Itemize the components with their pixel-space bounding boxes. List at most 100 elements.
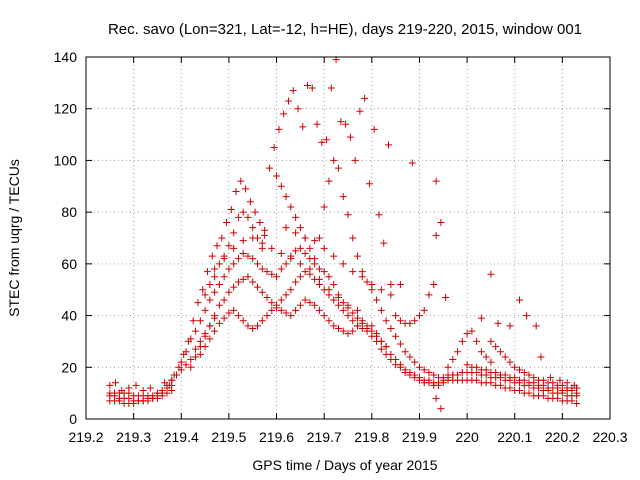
data-point [515, 387, 523, 395]
data-point [130, 399, 138, 407]
data-point [277, 296, 285, 304]
data-point [344, 301, 352, 309]
data-point [387, 356, 395, 364]
data-point [492, 368, 500, 376]
data-point [523, 312, 531, 320]
data-point [158, 387, 166, 395]
data-point [349, 317, 357, 325]
data-point [177, 358, 185, 366]
data-point [396, 281, 404, 289]
data-point [349, 234, 357, 242]
data-point [573, 399, 581, 407]
data-point [346, 133, 354, 141]
data-point [563, 379, 571, 387]
data-point [375, 211, 383, 219]
x-tick-label: 219.2 [68, 429, 103, 445]
data-point [354, 252, 362, 260]
data-point [234, 255, 242, 263]
data-point [292, 229, 300, 237]
data-point [296, 224, 304, 232]
data-point [506, 322, 514, 330]
data-point [234, 278, 242, 286]
data-point [320, 312, 328, 320]
data-point [287, 312, 295, 320]
data-point [177, 366, 185, 374]
data-point [125, 389, 133, 397]
data-point [201, 343, 209, 351]
data-point [549, 379, 557, 387]
data-point [187, 363, 195, 371]
data-point [432, 394, 440, 402]
data-point [396, 363, 404, 371]
data-point [401, 348, 409, 356]
y-tick-label: 120 [54, 101, 78, 117]
data-point [173, 371, 181, 379]
data-point [215, 260, 223, 268]
x-tick-label: 219.4 [164, 429, 199, 445]
data-point [558, 381, 566, 389]
data-point [106, 381, 114, 389]
x-tick-label: 219.9 [402, 429, 437, 445]
data-point [230, 306, 238, 314]
data-point [468, 327, 476, 335]
data-point [256, 218, 264, 226]
data-point [325, 317, 333, 325]
data-point [211, 314, 219, 322]
data-point [246, 198, 254, 206]
data-point [315, 234, 323, 242]
data-point [334, 293, 342, 301]
data-points [106, 56, 581, 413]
data-point [323, 136, 331, 144]
data-point [361, 94, 369, 102]
data-point [211, 265, 219, 273]
data-point [344, 330, 352, 338]
data-point [182, 348, 190, 356]
x-tick-label: 219.5 [211, 429, 246, 445]
data-point [494, 319, 502, 327]
data-point [411, 358, 419, 366]
data-point [230, 244, 238, 252]
x-tick-label: 220 [455, 429, 479, 445]
data-point [425, 368, 433, 376]
data-point [163, 381, 171, 389]
data-point [292, 278, 300, 286]
data-point [482, 353, 490, 361]
data-point [520, 376, 528, 384]
data-point [377, 337, 385, 345]
data-point [218, 234, 226, 242]
data-point [406, 353, 414, 361]
data-point [220, 273, 228, 281]
data-point [211, 273, 219, 281]
data-point [473, 376, 481, 384]
data-point [496, 348, 504, 356]
data-point [506, 358, 514, 366]
data-point [282, 193, 290, 201]
data-point [206, 322, 214, 330]
data-point [330, 296, 338, 304]
data-point [377, 286, 385, 294]
data-point [263, 293, 271, 301]
data-point [146, 384, 154, 392]
data-point [201, 330, 209, 338]
data-point [532, 322, 540, 330]
data-point [270, 144, 278, 151]
data-point [287, 255, 295, 263]
data-point [506, 384, 514, 392]
data-point [344, 211, 352, 219]
data-point [268, 244, 276, 252]
data-point [239, 208, 247, 216]
data-point [315, 265, 323, 273]
data-point [282, 291, 290, 299]
data-point [308, 84, 316, 92]
data-point [539, 392, 547, 400]
data-point [234, 312, 242, 320]
data-point [365, 180, 373, 188]
y-tick-labels: 0 20 40 60 80 100 120 140 [54, 49, 78, 427]
data-point [292, 247, 300, 255]
data-point [327, 84, 335, 92]
data-point [463, 330, 471, 338]
data-point [287, 203, 295, 211]
data-point [358, 273, 366, 281]
data-point [227, 206, 235, 214]
data-point [320, 268, 328, 276]
